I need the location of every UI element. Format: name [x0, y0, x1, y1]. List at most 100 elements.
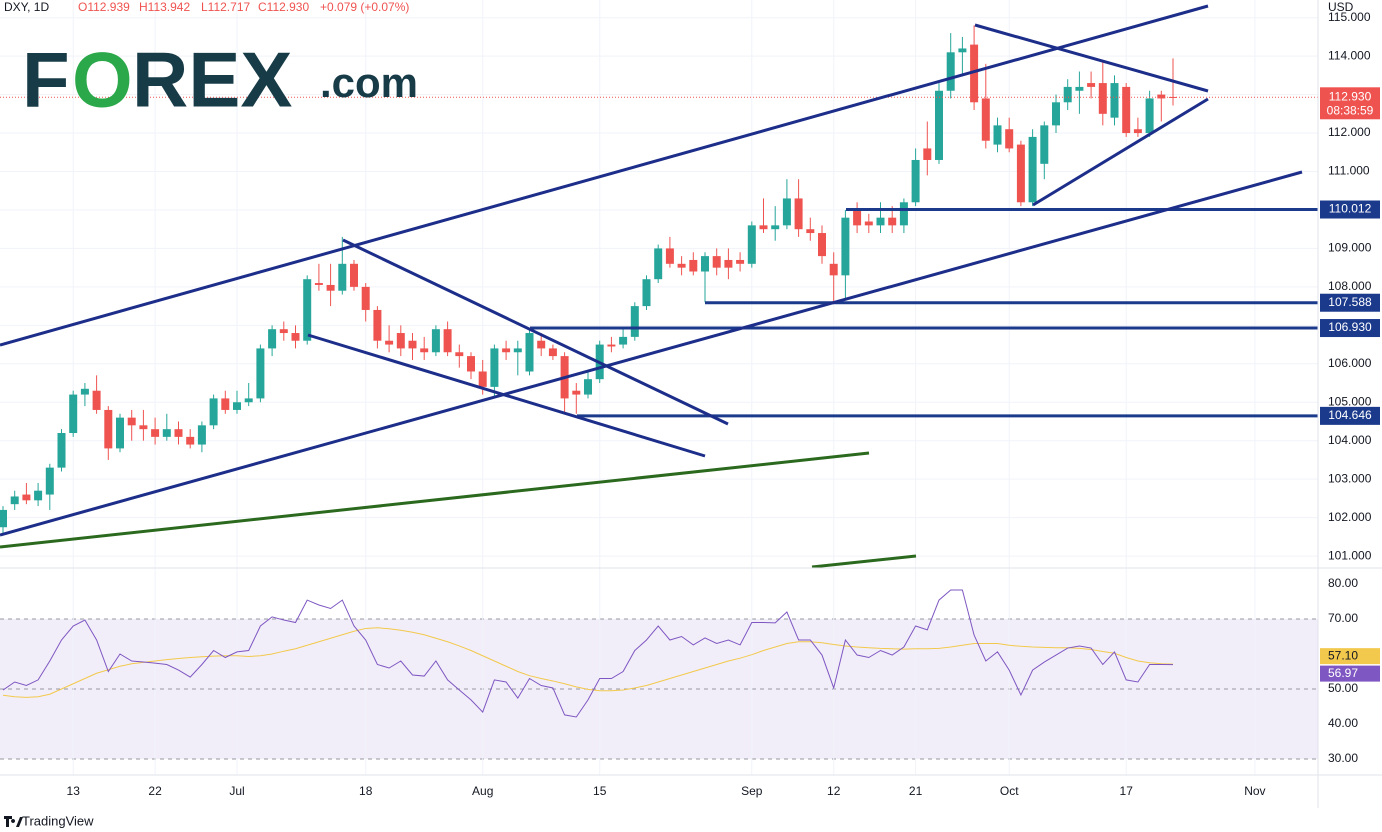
logo-suffix: .com — [320, 59, 418, 106]
candle-body — [162, 429, 171, 437]
candle-body — [970, 44, 979, 103]
level-label-box — [1320, 319, 1380, 338]
candle-body — [57, 433, 66, 468]
candle-body — [1075, 86, 1084, 91]
candle-body — [607, 344, 616, 347]
x-tick-label: 22 — [148, 784, 162, 798]
y-tick-label: 106.000 — [1328, 356, 1372, 370]
candle-body — [151, 429, 160, 437]
candle-body — [794, 198, 803, 230]
candle-body — [899, 202, 908, 226]
rsi-ma-box — [1320, 648, 1380, 665]
candle-body — [396, 333, 405, 349]
x-tick-label: 18 — [359, 784, 373, 798]
y-tick-label: 102.000 — [1328, 510, 1372, 524]
triangle-upper — [974, 23, 1209, 93]
rsi-tick-label: 50.00 — [1328, 681, 1358, 695]
candle-body — [1063, 86, 1072, 103]
candle-body — [209, 398, 218, 426]
currency: USD — [1328, 0, 1354, 14]
candle-body — [1110, 83, 1119, 118]
candle-body — [256, 348, 265, 399]
candle-body — [1122, 86, 1131, 134]
rsi-tick-label: 70.00 — [1328, 611, 1358, 625]
axis-labels: 101.000 102.000 103.000 104.000 105.000 106.0… — [67, 10, 1380, 798]
level-label: 106.930 — [1328, 320, 1372, 334]
last-price-box — [1320, 87, 1380, 120]
y-tick-label: 112.000 — [1328, 125, 1371, 139]
candle-body — [923, 148, 932, 160]
logo-rex: REX — [132, 36, 292, 124]
rsi-tick-label: 40.00 — [1328, 716, 1358, 730]
candle-body — [876, 217, 885, 226]
logo: F O REX .com — [22, 36, 418, 124]
candle-body — [888, 217, 897, 226]
candle-body — [1052, 102, 1060, 126]
candle-body — [431, 329, 440, 353]
level-label: 104.646 — [1328, 408, 1372, 422]
drawings — [0, 4, 1303, 569]
candle-body — [467, 356, 475, 372]
candle-body — [654, 248, 663, 280]
symbol: DXY, 1D — [4, 0, 49, 14]
y-tick-label: 108.000 — [1328, 279, 1372, 293]
candle-body — [69, 394, 78, 434]
y-tick-label: 111.000 — [1328, 164, 1370, 178]
footer: TradingView — [22, 813, 94, 828]
candle-body — [1087, 83, 1096, 87]
low-label: L112.717 — [201, 0, 250, 14]
candle-body — [782, 198, 791, 226]
candle-body — [1157, 94, 1166, 99]
y-tick-label: 103.000 — [1328, 471, 1372, 485]
countdown: 08:38:59 — [1327, 103, 1374, 117]
rsi-box — [1320, 665, 1380, 682]
candle-body — [268, 329, 277, 349]
candle-body — [1133, 129, 1142, 134]
y-tick-label: 114.000 — [1328, 48, 1371, 62]
candle-body — [818, 233, 826, 257]
candle-body — [1040, 125, 1049, 164]
channel-upper — [0, 4, 1209, 347]
candle-body — [993, 125, 1002, 145]
candle-body — [478, 371, 487, 387]
candle-body — [537, 340, 546, 349]
candle-body — [665, 248, 674, 264]
x-tick-label: Aug — [472, 784, 493, 798]
candle-body — [935, 90, 943, 160]
triangle-lower — [1032, 97, 1209, 207]
level-label-box — [1320, 293, 1380, 312]
footer-icon — [4, 816, 23, 827]
candle-body — [490, 348, 499, 387]
candle-body — [1098, 83, 1107, 114]
candle-body — [104, 409, 113, 449]
close-label: C112.930 — [258, 0, 309, 14]
candle-body — [279, 329, 288, 334]
rsi-line — [2, 589, 1174, 718]
candle-body — [373, 309, 382, 341]
candle-body — [736, 259, 745, 264]
candle-body — [291, 333, 300, 341]
candle-body — [806, 229, 815, 234]
candle-body — [1028, 136, 1037, 203]
candle-body — [244, 398, 253, 403]
candle-body — [350, 263, 358, 287]
candle-body — [853, 209, 862, 226]
candle-body — [701, 256, 709, 272]
wedge-upper — [342, 238, 729, 426]
candle-body — [22, 494, 31, 501]
candle-body — [361, 286, 370, 310]
level-label: 110.012 — [1329, 202, 1372, 216]
candle-body — [630, 306, 639, 337]
candle-body — [233, 402, 241, 410]
candle-body — [689, 259, 698, 272]
candle-body — [80, 388, 89, 395]
candle-body — [712, 256, 721, 268]
high-label: H113.942 — [139, 0, 190, 14]
channel-lower — [0, 170, 1303, 537]
x-tick-label: 13 — [67, 784, 81, 798]
candle-body — [513, 348, 522, 353]
candle-body — [724, 259, 733, 268]
marks-layer — [0, 25, 1318, 718]
candle-body — [221, 398, 230, 410]
